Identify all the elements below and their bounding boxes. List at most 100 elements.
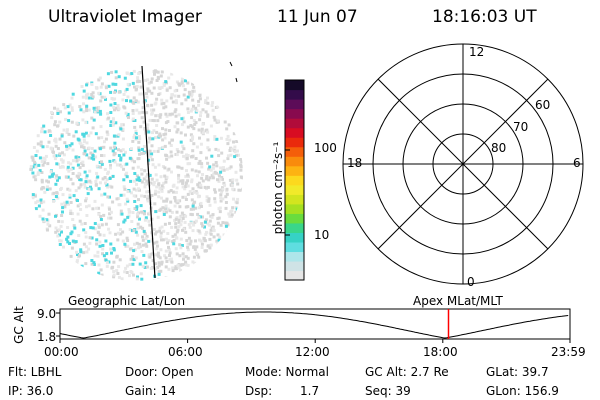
uv-speckle: [132, 249, 136, 253]
uv-speckle: [150, 108, 153, 112]
glat-label: GLat: 39.7: [486, 365, 549, 379]
uv-speckle: [184, 185, 188, 188]
uv-speckle: [157, 163, 161, 167]
uv-speckle: [198, 136, 201, 140]
uv-speckle: [199, 110, 203, 114]
uv-speckle: [151, 259, 155, 263]
uv-speckle: [228, 138, 232, 142]
app-title: Ultraviolet Imager: [48, 7, 202, 27]
uv-speckle: [115, 269, 119, 273]
uv-speckle: [162, 106, 166, 110]
uv-speckle: [162, 213, 166, 216]
uv-speckle: [143, 127, 147, 131]
uv-speckle: [177, 220, 181, 224]
uv-speckle: [212, 235, 216, 239]
uv-speckle: [85, 104, 89, 108]
uv-speckle: [181, 217, 185, 220]
uv-speckle: [65, 128, 69, 132]
uv-speckle: [193, 122, 197, 126]
uv-speckle: [135, 178, 139, 182]
uv-speckle: [100, 82, 104, 86]
terminator-line: [141, 65, 156, 279]
uv-speckle: [165, 197, 169, 201]
uv-speckle: [119, 228, 122, 232]
uv-speckle: [34, 165, 38, 169]
uv-speckle: [139, 85, 143, 89]
uv-speckle: [143, 185, 147, 189]
uv-speckle: [126, 95, 130, 99]
glon-label: GLon: 156.9: [486, 384, 559, 398]
uv-speckle: [70, 108, 74, 112]
uv-speckle: [90, 262, 94, 266]
uv-speckle: [119, 158, 123, 162]
uv-speckle: [56, 107, 60, 111]
uv-speckle: [45, 179, 49, 183]
uv-speckle: [208, 219, 212, 223]
uv-speckle: [67, 161, 71, 165]
uv-speckle: [73, 226, 77, 230]
uv-speckle: [33, 160, 37, 164]
uv-speckle: [150, 144, 154, 148]
uv-speckle: [132, 187, 136, 191]
uv-speckle: [97, 187, 101, 191]
uv-speckle: [92, 261, 96, 265]
uv-speckle: [131, 262, 135, 266]
uv-speckle: [156, 215, 160, 219]
uv-speckle: [103, 192, 107, 196]
uv-speckle: [145, 265, 149, 269]
uv-speckle: [46, 228, 49, 232]
uv-speckle: [177, 266, 181, 270]
uv-speckle: [149, 155, 153, 159]
uv-speckle: [98, 147, 102, 151]
uv-speckle: [37, 163, 41, 167]
uv-speckle: [36, 173, 40, 176]
uv-speckle: [191, 82, 195, 86]
uv-speckle: [175, 186, 179, 190]
uv-speckle: [211, 108, 215, 112]
uv-speckle: [142, 151, 146, 155]
uv-speckle: [184, 79, 187, 83]
uv-speckle: [90, 93, 94, 96]
uv-speckle: [117, 107, 121, 111]
uv-speckle: [34, 178, 38, 182]
uv-speckle: [87, 146, 91, 150]
uv-speckle: [159, 175, 163, 179]
uv-speckle: [78, 219, 82, 223]
uv-speckle: [128, 247, 132, 251]
uv-speckle: [124, 89, 128, 93]
uv-speckle: [210, 104, 214, 108]
lat-label-70: 70: [513, 120, 529, 134]
uv-speckle: [191, 135, 195, 139]
uv-speckle: [224, 224, 228, 228]
uv-speckle: [183, 220, 187, 224]
uv-speckle: [176, 165, 180, 169]
uv-speckle: [206, 222, 210, 226]
uv-speckle: [213, 137, 217, 141]
uv-speckle: [136, 226, 140, 230]
uv-speckle: [70, 96, 74, 100]
uv-speckle: [91, 207, 95, 211]
uv-speckle: [40, 180, 44, 184]
uv-speckle: [216, 217, 220, 221]
uv-speckle: [132, 273, 135, 277]
uv-speckle: [217, 207, 221, 211]
uv-speckle: [129, 257, 133, 261]
uv-speckle: [209, 124, 213, 128]
uv-speckle: [172, 242, 176, 246]
uv-speckle: [74, 240, 78, 244]
uv-speckle: [152, 183, 156, 187]
uv-speckle: [163, 144, 167, 148]
uv-speckle: [199, 185, 203, 189]
uv-speckle: [158, 226, 162, 230]
uv-speckle: [84, 121, 88, 125]
uv-speckle: [52, 150, 55, 154]
uv-speckle: [104, 258, 108, 262]
uv-speckle: [122, 93, 126, 96]
uv-speckle: [105, 178, 109, 182]
uv-speckle: [113, 141, 117, 145]
uv-speckle: [171, 190, 175, 194]
uv-speckle: [119, 156, 123, 160]
uv-speckle: [153, 202, 157, 206]
uv-speckle: [116, 103, 120, 107]
uv-speckle: [163, 174, 167, 178]
